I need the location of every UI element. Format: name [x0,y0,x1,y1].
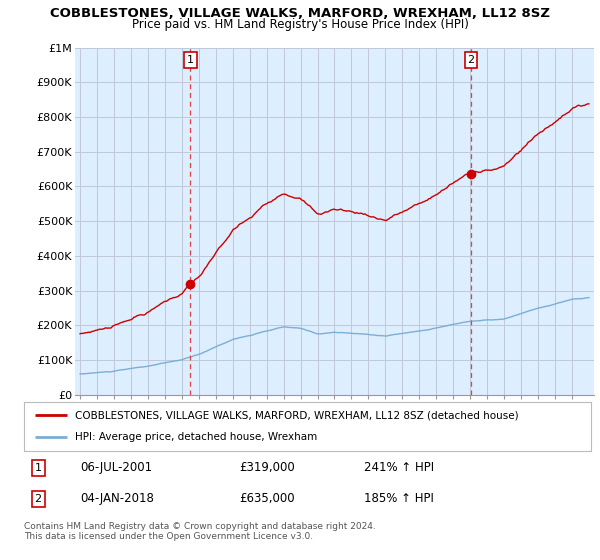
Text: 1: 1 [187,55,194,65]
Text: 185% ↑ HPI: 185% ↑ HPI [364,492,434,505]
Text: 241% ↑ HPI: 241% ↑ HPI [364,461,434,474]
Text: 1: 1 [35,463,41,473]
Text: Contains HM Land Registry data © Crown copyright and database right 2024.
This d: Contains HM Land Registry data © Crown c… [24,522,376,542]
Text: 06-JUL-2001: 06-JUL-2001 [80,461,153,474]
Text: COBBLESTONES, VILLAGE WALKS, MARFORD, WREXHAM, LL12 8SZ: COBBLESTONES, VILLAGE WALKS, MARFORD, WR… [50,7,550,20]
Text: COBBLESTONES, VILLAGE WALKS, MARFORD, WREXHAM, LL12 8SZ (detached house): COBBLESTONES, VILLAGE WALKS, MARFORD, WR… [75,410,518,421]
Text: HPI: Average price, detached house, Wrexham: HPI: Average price, detached house, Wrex… [75,432,317,442]
Text: 04-JAN-2018: 04-JAN-2018 [80,492,155,505]
Text: £319,000: £319,000 [239,461,295,474]
Text: 2: 2 [35,494,42,503]
Text: £635,000: £635,000 [239,492,295,505]
Text: Price paid vs. HM Land Registry's House Price Index (HPI): Price paid vs. HM Land Registry's House … [131,18,469,31]
Text: 2: 2 [467,55,475,65]
